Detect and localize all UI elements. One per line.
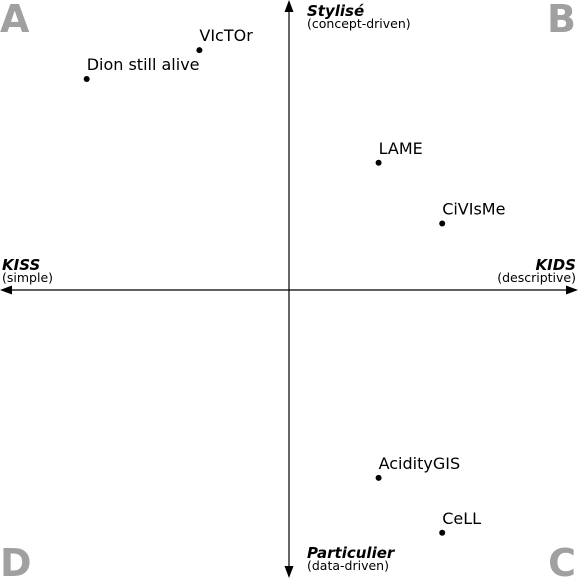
data-point: Dion still alive	[83, 55, 200, 82]
axis-bottom-title: Particulier	[307, 544, 396, 562]
data-point: CiVIsMe	[439, 200, 505, 227]
corner-letter-d: D	[0, 541, 32, 578]
point-label: LAME	[379, 139, 423, 158]
points-layer: VIcTOr Dion still alive LAME CiVIsMe Acidity…	[83, 26, 505, 536]
point-dot	[439, 529, 446, 536]
axis-top-title: Stylisé	[307, 2, 364, 20]
arrow-up-icon	[284, 0, 294, 12]
point-dot	[375, 474, 382, 481]
point-dot	[375, 159, 382, 166]
corner-letter-a: A	[0, 0, 30, 41]
axis-bottom-subtitle: (data-driven)	[307, 558, 389, 573]
axis-right-title: KIDS	[536, 256, 576, 274]
axis-left-subtitle: (simple)	[2, 270, 53, 285]
point-label: CeLL	[442, 509, 481, 528]
arrow-down-icon	[284, 566, 294, 578]
axis-right-subtitle: (descriptive)	[497, 270, 576, 285]
data-point: AcidityGIS	[375, 454, 461, 481]
arrow-right-icon	[566, 285, 578, 295]
point-label: VIcTOr	[199, 26, 253, 45]
axis-top-subtitle: (concept-driven)	[307, 16, 411, 31]
corner-letter-c: C	[548, 541, 576, 578]
point-label: AcidityGIS	[379, 454, 461, 473]
data-point: CeLL	[439, 509, 481, 536]
point-dot	[196, 47, 203, 54]
point-label: Dion still alive	[87, 55, 200, 74]
point-dot	[439, 220, 446, 227]
data-point: LAME	[375, 139, 423, 166]
data-point: VIcTOr	[196, 26, 253, 54]
point-label: CiVIsMe	[442, 200, 505, 219]
axis-left-title: KISS	[2, 256, 40, 274]
point-dot	[83, 76, 90, 82]
arrow-left-icon	[0, 285, 12, 295]
corner-letter-b: B	[547, 0, 576, 41]
